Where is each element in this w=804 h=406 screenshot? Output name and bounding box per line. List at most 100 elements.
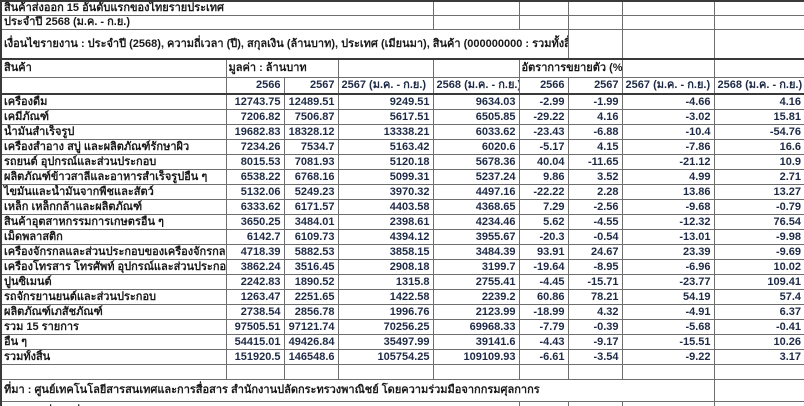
growth-cell[interactable]: 6.37: [713, 304, 804, 320]
value-cell[interactable]: 3516.45: [283, 259, 339, 275]
growth-cell[interactable]: -9.22: [621, 349, 715, 365]
growth-cell[interactable]: 15.81: [713, 109, 804, 125]
growth-cell[interactable]: 10.26: [713, 334, 804, 350]
product-cell[interactable]: รวม 15 รายการ: [0, 319, 227, 335]
value-cell[interactable]: 2738.54: [225, 304, 285, 320]
value-cell[interactable]: 3970.32: [337, 184, 434, 200]
value-cell[interactable]: 6020.6: [432, 139, 520, 155]
source-note[interactable]: ที่มา : ศูนย์เทคโนโลยีสารสนเทศและการสื่อ…: [0, 379, 715, 402]
empty-cell[interactable]: [567, 364, 623, 380]
empty-cell[interactable]: [567, 401, 623, 406]
growth-group-header[interactable]: อัตราการขยายตัว (%): [518, 58, 623, 78]
value-year-header[interactable]: 2567 (ม.ค. - ก.ย.): [337, 77, 434, 95]
value-cell[interactable]: 35497.99: [337, 334, 434, 350]
empty-cell[interactable]: [518, 15, 569, 30]
value-year-header[interactable]: 2568 (ม.ค. - ก.ย.): [432, 77, 520, 95]
growth-cell[interactable]: 2.28: [567, 184, 623, 200]
growth-year-header[interactable]: 2567: [567, 77, 623, 95]
growth-cell[interactable]: -18.99: [518, 304, 569, 320]
value-cell[interactable]: 3484.39: [432, 244, 520, 260]
empty-cell[interactable]: [567, 29, 623, 60]
value-cell[interactable]: 5132.06: [225, 184, 285, 200]
value-cell[interactable]: 146548.6: [283, 349, 339, 365]
growth-cell[interactable]: -11.65: [567, 154, 623, 170]
value-cell[interactable]: 4718.39: [225, 244, 285, 260]
growth-cell[interactable]: 16.6: [713, 139, 804, 155]
value-cell[interactable]: 7534.7: [283, 139, 339, 155]
growth-cell[interactable]: -0.41: [713, 319, 804, 335]
product-cell[interactable]: เม็ดพลาสติก: [0, 229, 227, 245]
value-cell[interactable]: 151920.5: [225, 349, 285, 365]
growth-cell[interactable]: -4.45: [518, 274, 569, 290]
value-cell[interactable]: 6171.57: [283, 199, 339, 215]
value-cell[interactable]: 5882.53: [283, 244, 339, 260]
empty-cell[interactable]: [713, 15, 804, 30]
growth-cell[interactable]: 4.32: [567, 304, 623, 320]
growth-cell[interactable]: -4.43: [518, 334, 569, 350]
product-cell[interactable]: อื่น ๆ: [0, 334, 227, 350]
empty-cell[interactable]: [713, 379, 804, 402]
growth-cell[interactable]: 4.99: [621, 169, 715, 185]
value-cell[interactable]: 5617.51: [337, 109, 434, 125]
empty-cell[interactable]: [432, 58, 520, 78]
product-cell[interactable]: ผลิตภัณฑ์เภสัชภัณฑ์: [0, 304, 227, 320]
empty-cell[interactable]: [713, 58, 804, 78]
value-cell[interactable]: 5120.18: [337, 154, 434, 170]
growth-cell[interactable]: -7.86: [621, 139, 715, 155]
growth-cell[interactable]: -6.61: [518, 349, 569, 365]
value-cell[interactable]: 8015.53: [225, 154, 285, 170]
growth-cell[interactable]: 9.86: [518, 169, 569, 185]
report-title[interactable]: สินค้าส่งออก 15 อันดับแรกของไทยรายประเทศ: [0, 0, 434, 16]
empty-cell[interactable]: [0, 364, 227, 380]
value-cell[interactable]: 6538.22: [225, 169, 285, 185]
growth-cell[interactable]: 23.39: [621, 244, 715, 260]
growth-cell[interactable]: -0.39: [567, 319, 623, 335]
growth-cell[interactable]: 40.04: [518, 154, 569, 170]
product-cell[interactable]: เครื่องโทรสาร โทรศัพท์ อุปกรณ์และส่วนประ…: [0, 259, 227, 275]
value-cell[interactable]: 105754.25: [337, 349, 434, 365]
growth-cell[interactable]: -15.71: [567, 274, 623, 290]
growth-cell[interactable]: 4.16: [713, 93, 804, 110]
product-cell[interactable]: ปูนซิเมนต์: [0, 274, 227, 290]
growth-cell[interactable]: -4.55: [567, 214, 623, 230]
growth-cell[interactable]: 57.4: [713, 289, 804, 305]
value-cell[interactable]: 5099.31: [337, 169, 434, 185]
value-cell[interactable]: 7206.82: [225, 109, 285, 125]
growth-cell[interactable]: -9.68: [621, 199, 715, 215]
value-cell[interactable]: 1422.58: [337, 289, 434, 305]
growth-cell[interactable]: 24.67: [567, 244, 623, 260]
growth-year-header[interactable]: 2566: [518, 77, 569, 95]
empty-cell[interactable]: [713, 29, 804, 60]
growth-cell[interactable]: -23.77: [621, 274, 715, 290]
value-cell[interactable]: 6109.73: [283, 229, 339, 245]
value-cell[interactable]: 70256.25: [337, 319, 434, 335]
growth-cell[interactable]: -9.98: [713, 229, 804, 245]
product-cell[interactable]: เครื่องสำอาง สบู่ และผลิตภัณฑ์รักษาผิว: [0, 139, 227, 155]
growth-cell[interactable]: -3.02: [621, 109, 715, 125]
growth-cell[interactable]: -15.51: [621, 334, 715, 350]
value-cell[interactable]: 6142.7: [225, 229, 285, 245]
value-cell[interactable]: 2908.18: [337, 259, 434, 275]
empty-cell[interactable]: [432, 15, 520, 30]
growth-year-header[interactable]: 2568 (ม.ค. - ก.ย.): [713, 77, 804, 95]
growth-cell[interactable]: -0.54: [567, 229, 623, 245]
growth-cell[interactable]: -23.43: [518, 124, 569, 140]
growth-cell[interactable]: 3.17: [713, 349, 804, 365]
growth-cell[interactable]: -8.95: [567, 259, 623, 275]
empty-cell[interactable]: [621, 401, 715, 406]
growth-cell[interactable]: 2.71: [713, 169, 804, 185]
report-period[interactable]: ประจำปี 2568 (ม.ค. - ก.ย.): [0, 15, 434, 30]
value-year-header[interactable]: 2566: [225, 77, 285, 95]
value-cell[interactable]: 3650.25: [225, 214, 285, 230]
empty-cell[interactable]: [567, 0, 623, 16]
empty-cell[interactable]: [337, 364, 434, 380]
growth-cell[interactable]: -0.79: [713, 199, 804, 215]
growth-cell[interactable]: -54.76: [713, 124, 804, 140]
value-cell[interactable]: 2856.78: [283, 304, 339, 320]
value-cell[interactable]: 5163.42: [337, 139, 434, 155]
growth-cell[interactable]: -5.17: [518, 139, 569, 155]
product-cell[interactable]: เครื่องดื่ม: [0, 93, 227, 110]
product-cell[interactable]: เหล็ก เหล็กกล้าและผลิตภัณฑ์: [0, 199, 227, 215]
value-cell[interactable]: 97505.51: [225, 319, 285, 335]
value-cell[interactable]: 39141.6: [432, 334, 520, 350]
